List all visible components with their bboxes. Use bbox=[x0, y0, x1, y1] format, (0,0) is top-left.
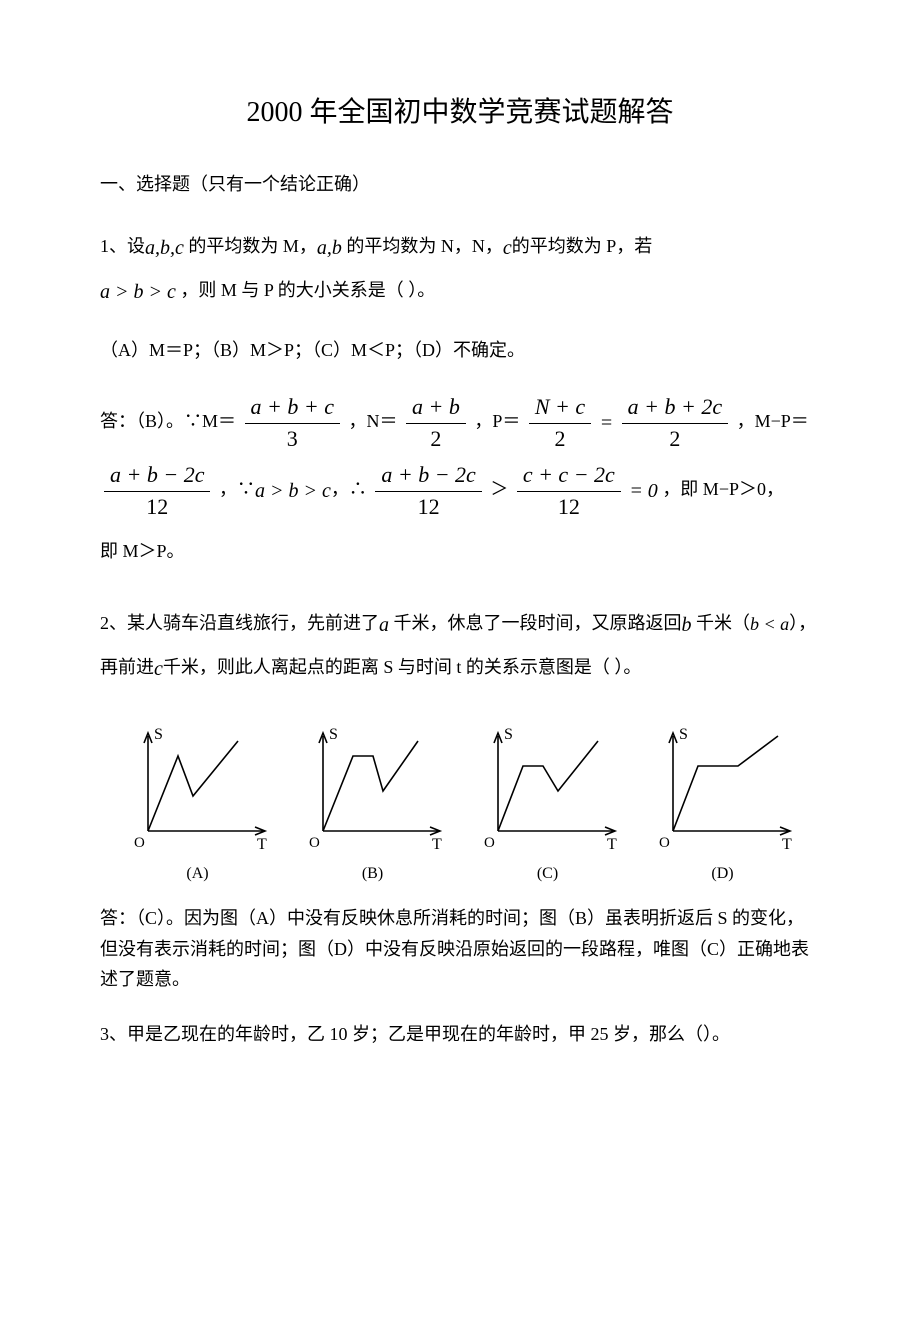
graph-d-svg: S O T bbox=[648, 721, 798, 861]
q1-ineq2: a > b > c bbox=[255, 480, 331, 502]
graph-b: S O T (B) bbox=[298, 721, 448, 883]
graph-b-svg: S O T bbox=[298, 721, 448, 861]
q1-mid2: ，P＝ bbox=[474, 411, 520, 431]
q2-t3: 千米（ bbox=[692, 613, 751, 633]
section-header: 一、选择题（只有一个结论正确） bbox=[100, 170, 820, 196]
frac-p2: a + b + 2c 2 bbox=[622, 394, 728, 452]
graph-a: S O T (A) bbox=[123, 721, 273, 883]
graph-c-label: (C) bbox=[473, 865, 623, 883]
svg-text:T: T bbox=[432, 836, 442, 853]
q1-mid3: ，M−P＝ bbox=[737, 411, 809, 431]
svg-text:S: S bbox=[504, 726, 513, 743]
q2-t5: 千米，则此人离起点的距离 S 与时间 t 的关系示意图是（ ）。 bbox=[163, 657, 642, 677]
q1-ans-pre: 答：（B）。∵M＝ bbox=[100, 411, 236, 431]
q1-abc: a,b,c bbox=[145, 237, 184, 259]
q2-pre: 2、某人骑车沿直线旅行，先前进了 bbox=[100, 613, 379, 633]
frac-cmp1: a + b − 2c 12 bbox=[375, 462, 481, 520]
q1-text: 1、设 bbox=[100, 236, 145, 256]
q1-mid5: ，∴ bbox=[331, 479, 367, 499]
q2-a: a bbox=[379, 614, 389, 636]
q1-answer: 答：（B）。∵M＝ a + b + c 3 ，N＝ a + b 2 ，P＝ N … bbox=[100, 394, 820, 573]
graph-d: S O T (D) bbox=[648, 721, 798, 883]
q1-ineq: a > b > c bbox=[100, 281, 176, 303]
eq-sign: = bbox=[600, 412, 614, 434]
frac-mp: a + b − 2c 12 bbox=[104, 462, 210, 520]
frac-cmp2: c + c − 2c 12 bbox=[517, 462, 621, 520]
svg-text:S: S bbox=[329, 726, 338, 743]
eq0: = 0 bbox=[629, 480, 658, 502]
frac-p1: N + c 2 bbox=[529, 394, 591, 452]
q1-ab: a,b bbox=[317, 237, 342, 259]
question-1: 1、设a,b,c 的平均数为 M，a,b 的平均数为 N，N，c的平均数为 P，… bbox=[100, 226, 820, 314]
svg-text:O: O bbox=[659, 835, 670, 851]
svg-text:S: S bbox=[679, 726, 688, 743]
graph-c: S O T (C) bbox=[473, 721, 623, 883]
graph-b-label: (B) bbox=[298, 865, 448, 883]
gt-sign: ＞ bbox=[490, 479, 508, 499]
q1-mid1: ，N＝ bbox=[348, 411, 397, 431]
frac-n: a + b 2 bbox=[406, 394, 466, 452]
question-2: 2、某人骑车沿直线旅行，先前进了a 千米，休息了一段时间，又原路返回b 千米（b… bbox=[100, 603, 820, 691]
frac-m: a + b + c 3 bbox=[245, 394, 340, 452]
q2-answer: 答：（C）。因为图（A）中没有反映休息所消耗的时间；图（B）虽表明折返后 S 的… bbox=[100, 903, 820, 995]
graph-d-label: (D) bbox=[648, 865, 798, 883]
q1-t4: 的平均数为 P，若 bbox=[512, 236, 653, 256]
q1-t3: 的平均数为 N，N， bbox=[342, 236, 503, 256]
svg-text:S: S bbox=[154, 726, 163, 743]
q1-options: （A）M＝P；（B）M＞P；（C）M＜P；（D）不确定。 bbox=[100, 334, 820, 366]
q2-b: b bbox=[682, 614, 692, 636]
q1-t2: 的平均数为 M， bbox=[184, 236, 317, 256]
svg-text:T: T bbox=[607, 836, 617, 853]
q1-t5: ，则 M 与 P 的大小关系是（ ）。 bbox=[176, 280, 435, 300]
graph-c-svg: S O T bbox=[473, 721, 623, 861]
svg-text:T: T bbox=[782, 836, 792, 853]
svg-text:O: O bbox=[134, 835, 145, 851]
graph-a-svg: S O T bbox=[123, 721, 273, 861]
svg-text:O: O bbox=[309, 835, 320, 851]
svg-text:O: O bbox=[484, 835, 495, 851]
graph-a-label: (A) bbox=[123, 865, 273, 883]
q2-c: c bbox=[154, 658, 163, 680]
page-title: 2000 年全国初中数学竞赛试题解答 bbox=[100, 90, 820, 130]
q2-t2: 千米，休息了一段时间，又原路返回 bbox=[389, 613, 682, 633]
graphs-row: S O T (A) S O T (B) S O T (C) S O T (D) bbox=[100, 721, 820, 883]
q1-final: 即 M＞P。 bbox=[100, 530, 820, 573]
q1-c: c bbox=[503, 237, 512, 259]
q1-mid4: ，∵ bbox=[219, 479, 255, 499]
q2-blta: b < a bbox=[750, 614, 789, 634]
question-3: 3、甲是乙现在的年龄时，乙 10 岁；乙是甲现在的年龄时，甲 25 岁，那么（）… bbox=[100, 1019, 820, 1050]
svg-text:T: T bbox=[257, 836, 267, 853]
q1-mid6: ，即 M−P＞0， bbox=[662, 479, 784, 499]
